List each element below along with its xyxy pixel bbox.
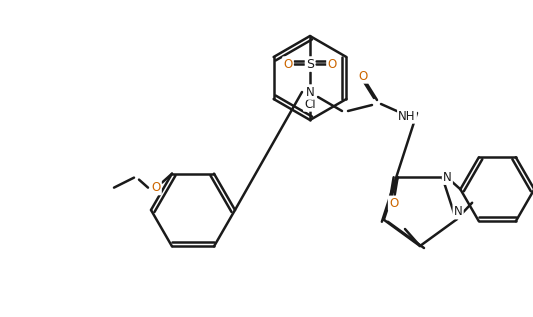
Text: O: O <box>389 197 398 210</box>
Text: NH: NH <box>398 109 416 122</box>
Text: N: N <box>454 205 463 218</box>
Text: O: O <box>327 57 337 70</box>
Text: N: N <box>443 171 451 184</box>
Text: O: O <box>358 69 368 82</box>
Text: N: N <box>305 86 314 99</box>
Text: Cl: Cl <box>304 98 316 111</box>
Text: O: O <box>284 57 293 70</box>
Text: O: O <box>151 181 160 194</box>
Text: S: S <box>306 57 314 70</box>
